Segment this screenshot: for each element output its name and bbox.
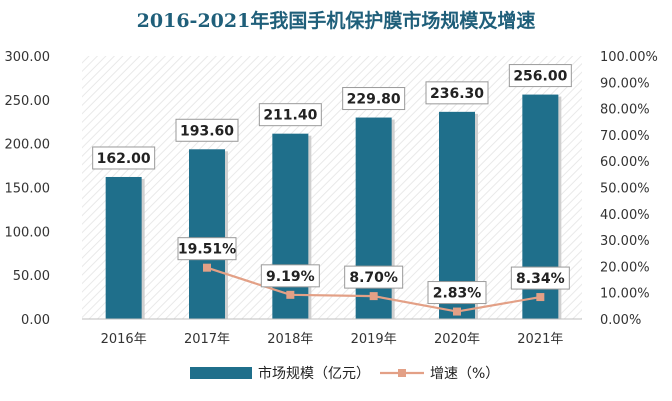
right-tick-label: 90.00% (600, 76, 650, 91)
x-tick-label: 2016年 (101, 332, 147, 347)
x-tick-label: 2021年 (517, 332, 563, 347)
left-tick-label: 100.00 (5, 225, 51, 240)
left-tick-label: 300.00 (5, 50, 51, 65)
right-tick-label: 80.00% (600, 103, 650, 118)
legend-bar-label: 市场规模（亿元） (258, 365, 370, 382)
line-point (536, 293, 545, 302)
right-tick-label: 70.00% (600, 129, 650, 144)
right-tick-label: 30.00% (600, 234, 650, 249)
bar (105, 176, 142, 319)
bar (272, 133, 309, 319)
bar-label-box (175, 118, 239, 142)
line-point (453, 307, 461, 316)
left-tick-label: 50.00 (13, 269, 50, 284)
line-value-label: 8.70% (349, 270, 398, 286)
x-tick-label: 2018年 (267, 332, 313, 347)
line-value-label: 2.83% (433, 286, 482, 302)
bar-label-box (258, 103, 322, 127)
legend: 市场规模（亿元） 增速（%） (190, 365, 499, 382)
left-tick-label: 150.00 (5, 182, 51, 197)
bar-value-label: 211.40 (263, 108, 317, 124)
bar-value-label: 229.80 (347, 92, 401, 108)
left-tick-label: 200.00 (5, 138, 51, 153)
right-tick-label: 100.00% (600, 50, 658, 65)
left-axis: 0.00 50.00 100.00 150.00 200.00 250.00 300.00 (5, 50, 51, 328)
x-tick-label: 2020年 (434, 332, 480, 347)
line-value-label: 19.51% (178, 242, 236, 258)
x-tick-label: 2017年 (184, 332, 230, 347)
bar-label-box (92, 146, 156, 170)
x-axis: 2016年 2017年 2018年 2019年 2020年 2021年 (82, 318, 582, 347)
bar-data-labels: 162.00 193.60 211.40 229.80 236.30 256.00 (92, 64, 572, 170)
legend-line-label: 增速（%） (430, 366, 499, 382)
right-axis: 0.00% 10.00% 20.00% 30.00% 40.00% 50.00% 60.00… (600, 50, 658, 328)
line-label-box (510, 266, 570, 290)
line-label-box (177, 237, 237, 261)
bar-value-label: 256.00 (513, 69, 567, 85)
bar-value-label: 236.30 (430, 86, 484, 102)
bar-value-label: 193.60 (180, 123, 234, 139)
bar (355, 117, 392, 320)
line-label-box (260, 264, 320, 288)
line-label-box (427, 281, 487, 305)
bar-label-box (425, 81, 489, 105)
right-tick-label: 40.00% (600, 208, 650, 223)
right-tick-label: 10.00% (600, 287, 650, 302)
legend-bar-swatch (190, 367, 252, 379)
right-tick-label: 20.00% (600, 260, 650, 275)
bar-label-box (342, 87, 406, 111)
x-tick-label: 2019年 (351, 332, 397, 347)
plot-area (82, 56, 582, 319)
line-point (369, 292, 378, 301)
bar-label-box (508, 64, 572, 88)
right-tick-label: 0.00% (600, 313, 641, 328)
bar (189, 149, 225, 319)
legend-line-marker (398, 369, 406, 377)
right-tick-label: 60.00% (600, 155, 650, 170)
line-value-label: 9.19% (266, 269, 315, 285)
chart-title: 2016-2021年我国手机保护膜市场规模及增速 (137, 9, 536, 32)
line-point (286, 290, 295, 299)
line-data-labels: 19.51% 9.19% 8.70% 2.83% 8.34% (177, 237, 570, 305)
bar-value-label: 162.00 (97, 151, 151, 167)
left-tick-label: 0.00 (21, 313, 50, 328)
line-value-label: 8.34% (516, 271, 565, 287)
line-label-box (344, 265, 404, 289)
line-point (203, 263, 211, 272)
right-tick-label: 50.00% (600, 182, 650, 197)
left-tick-label: 250.00 (5, 94, 51, 109)
